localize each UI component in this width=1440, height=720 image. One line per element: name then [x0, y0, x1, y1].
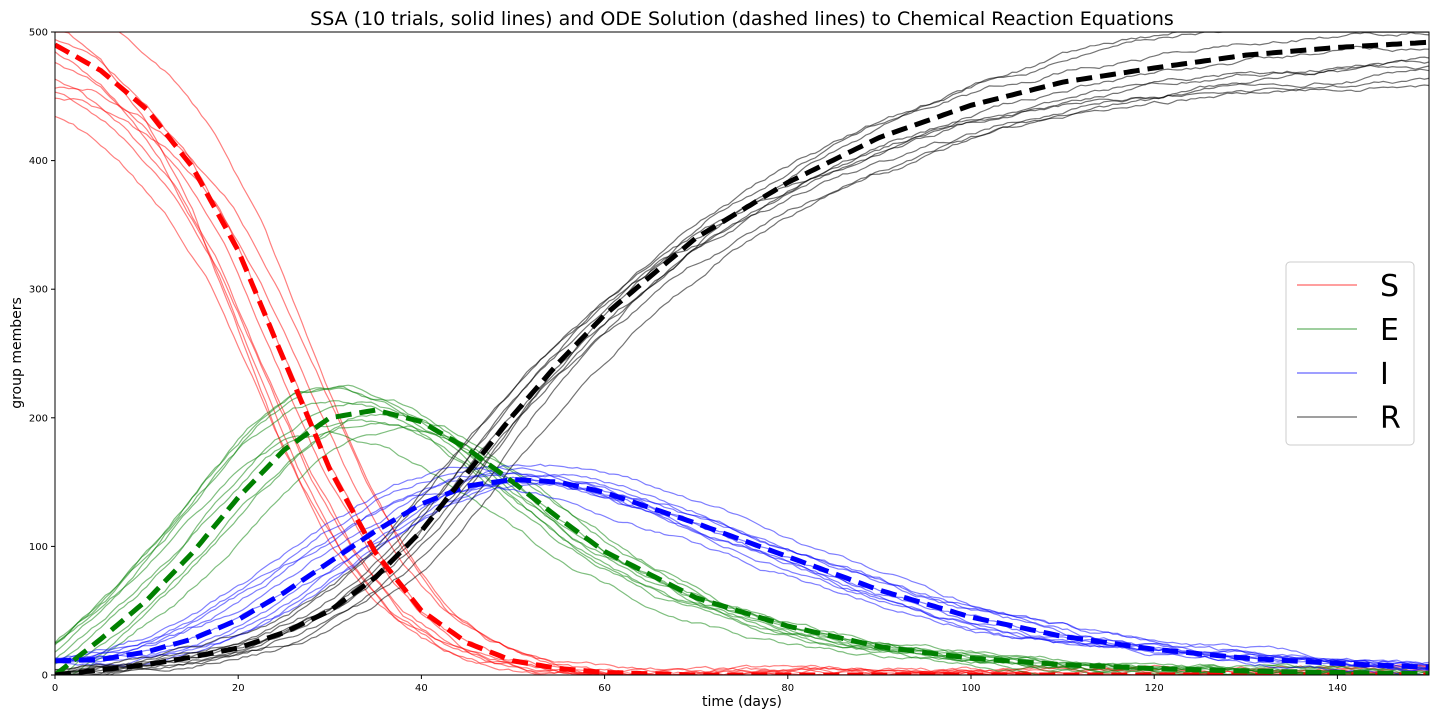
legend-entry-i: I	[1297, 357, 1389, 392]
trial-line-r	[55, 68, 1429, 671]
legend-label-s: S	[1380, 269, 1399, 304]
x-tick-label: 20	[232, 683, 245, 694]
x-tick-label: 60	[598, 683, 611, 694]
trial-line-e	[55, 430, 1429, 675]
trial-line-s	[55, 39, 1429, 675]
y-tick-label: 300	[29, 285, 48, 296]
x-tick-label: 40	[415, 683, 428, 694]
trial-line-s	[55, 86, 1429, 675]
trial-line-r	[55, 64, 1429, 675]
x-tick-label: 100	[961, 683, 980, 694]
trial-line-r	[55, 32, 1429, 675]
trial-line-s	[55, 32, 1429, 675]
legend-label-e: E	[1380, 313, 1399, 348]
x-axis-label: time (days)	[702, 694, 782, 710]
legend-label-i: I	[1380, 357, 1389, 392]
x-tick-label: 140	[1328, 683, 1347, 694]
legend-entry-r: R	[1297, 401, 1401, 436]
trial-lines	[55, 32, 1429, 675]
y-axis-label: group members	[9, 297, 25, 409]
trial-line-e	[55, 422, 1429, 675]
legend-entry-s: S	[1297, 269, 1399, 304]
ode-lines	[55, 39, 1429, 675]
ode-line-r	[55, 39, 1429, 675]
trial-line-r	[55, 32, 1429, 675]
trial-line-i	[55, 466, 1429, 666]
trial-line-s	[55, 32, 1429, 675]
plot-frame	[54, 31, 1430, 676]
trial-line-s	[55, 97, 1429, 675]
y-tick-label: 0	[42, 671, 48, 682]
trial-line-r	[55, 32, 1429, 675]
ode-line-i	[55, 476, 1429, 670]
x-tick-label: 120	[1145, 683, 1164, 694]
trial-line-e	[55, 425, 1429, 675]
x-tick-label: 0	[52, 683, 58, 694]
trial-line-r	[55, 45, 1429, 675]
x-tick-label: 80	[781, 683, 794, 694]
legend-entry-e: E	[1297, 313, 1399, 348]
trial-line-e	[55, 384, 1429, 675]
y-tick-label: 200	[29, 413, 48, 424]
legend: S E I R	[1285, 261, 1415, 446]
chart-title: SSA (10 trials, solid lines) and ODE Sol…	[310, 8, 1174, 30]
trial-line-i	[55, 463, 1429, 671]
trial-line-e	[55, 401, 1429, 675]
trial-line-e	[55, 387, 1429, 675]
ode-line-s	[55, 42, 1429, 675]
axis-ticks: 0 20 40 60 80 100 120 140 0 100 200 300 400 500	[29, 28, 1347, 695]
trial-line-s	[55, 78, 1429, 675]
trial-line-r	[55, 59, 1429, 675]
trial-line-s	[55, 91, 1429, 675]
trial-line-i	[55, 466, 1429, 670]
trial-line-r	[55, 84, 1429, 671]
trial-line-i	[55, 481, 1429, 666]
legend-label-r: R	[1380, 401, 1401, 436]
legend-box	[1285, 261, 1415, 446]
y-tick-label: 100	[29, 542, 48, 553]
trial-line-i	[55, 484, 1429, 672]
trial-line-i	[55, 479, 1429, 666]
trial-line-r	[55, 56, 1429, 674]
y-tick-label: 500	[29, 28, 48, 39]
ode-line-e	[55, 407, 1429, 675]
y-tick-label: 400	[29, 156, 48, 167]
trial-line-i	[55, 473, 1429, 670]
trial-line-r	[55, 77, 1429, 675]
